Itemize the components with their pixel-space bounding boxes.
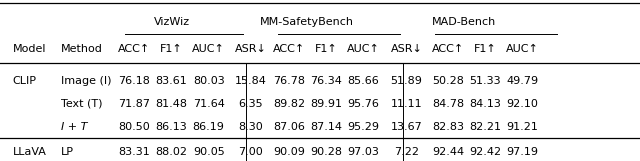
Text: AUC↑: AUC↑	[347, 44, 380, 54]
Text: AUC↑: AUC↑	[506, 44, 539, 54]
Text: 51.89: 51.89	[390, 76, 422, 85]
Text: 90.05: 90.05	[193, 147, 225, 157]
Text: 87.06: 87.06	[273, 122, 305, 132]
Text: Method: Method	[61, 44, 102, 54]
Text: 7.00: 7.00	[239, 147, 263, 157]
Text: 80.50: 80.50	[118, 122, 150, 132]
Text: Image (I): Image (I)	[61, 76, 111, 85]
Text: MM-SafetyBench: MM-SafetyBench	[260, 17, 354, 27]
Text: Model: Model	[13, 44, 46, 54]
Text: 92.44: 92.44	[432, 147, 464, 157]
Text: 85.66: 85.66	[348, 76, 380, 85]
Text: 90.09: 90.09	[273, 147, 305, 157]
Text: 84.13: 84.13	[469, 99, 501, 109]
Text: 15.84: 15.84	[235, 76, 267, 85]
Text: 92.42: 92.42	[469, 147, 501, 157]
Text: 6.35: 6.35	[239, 99, 263, 109]
Text: F1↑: F1↑	[474, 44, 497, 54]
Text: AUC↑: AUC↑	[192, 44, 225, 54]
Text: F1↑: F1↑	[160, 44, 183, 54]
Text: LLaVA: LLaVA	[13, 147, 47, 157]
Text: ACC↑: ACC↑	[273, 44, 305, 54]
Text: CLIP: CLIP	[13, 76, 36, 85]
Text: 90.28: 90.28	[310, 147, 342, 157]
Text: 51.33: 51.33	[469, 76, 501, 85]
Text: LP: LP	[61, 147, 74, 157]
Text: Text (T): Text (T)	[61, 99, 102, 109]
Text: 71.87: 71.87	[118, 99, 150, 109]
Text: 97.03: 97.03	[348, 147, 380, 157]
Text: ACC↑: ACC↑	[432, 44, 464, 54]
Text: F1↑: F1↑	[315, 44, 338, 54]
Text: VizWiz: VizWiz	[154, 17, 189, 27]
Text: 13.67: 13.67	[390, 122, 422, 132]
Text: 8.30: 8.30	[239, 122, 263, 132]
Text: 95.76: 95.76	[348, 99, 380, 109]
Text: 84.78: 84.78	[432, 99, 464, 109]
Text: 76.18: 76.18	[118, 76, 150, 85]
Text: ASR↓: ASR↓	[235, 44, 267, 54]
Text: 97.19: 97.19	[506, 147, 538, 157]
Text: 71.64: 71.64	[193, 99, 225, 109]
Text: 89.82: 89.82	[273, 99, 305, 109]
Text: 89.91: 89.91	[310, 99, 342, 109]
Text: 92.10: 92.10	[506, 99, 538, 109]
Text: 95.29: 95.29	[348, 122, 380, 132]
Text: 76.34: 76.34	[310, 76, 342, 85]
Text: 7.22: 7.22	[394, 147, 419, 157]
Text: 87.14: 87.14	[310, 122, 342, 132]
Text: 49.79: 49.79	[506, 76, 538, 85]
Text: 86.19: 86.19	[193, 122, 225, 132]
Text: 11.11: 11.11	[390, 99, 422, 109]
Text: ASR↓: ASR↓	[390, 44, 422, 54]
Text: 91.21: 91.21	[506, 122, 538, 132]
Text: 80.03: 80.03	[193, 76, 225, 85]
Text: MAD-Bench: MAD-Bench	[432, 17, 497, 27]
Text: 88.02: 88.02	[156, 147, 188, 157]
Text: 86.13: 86.13	[156, 122, 188, 132]
Text: 82.83: 82.83	[432, 122, 464, 132]
Text: 81.48: 81.48	[156, 99, 188, 109]
Text: 83.61: 83.61	[156, 76, 188, 85]
Text: 50.28: 50.28	[432, 76, 464, 85]
Text: 83.31: 83.31	[118, 147, 150, 157]
Text: 76.78: 76.78	[273, 76, 305, 85]
Text: I + T: I + T	[61, 122, 87, 132]
Text: ACC↑: ACC↑	[118, 44, 150, 54]
Text: 82.21: 82.21	[469, 122, 501, 132]
